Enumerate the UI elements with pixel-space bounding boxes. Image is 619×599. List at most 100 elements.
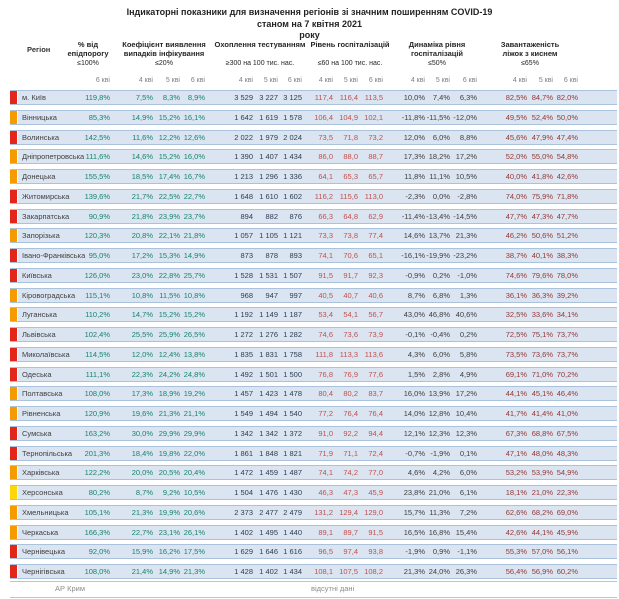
date-label: 4 кві xyxy=(410,77,425,84)
row-filler xyxy=(578,308,617,321)
table-row: Київська 126,0% 23,0% 22,8% 25,7% 1 528 1 531 1… xyxy=(10,267,617,283)
hospitalization-dynamics-value: 46,8% xyxy=(428,310,450,320)
detection-rate-value: 7,5% xyxy=(135,93,153,102)
hospitalization-dynamics-value: 7,4% xyxy=(432,93,450,102)
hospitalization-level-value: 113,6 xyxy=(364,349,383,359)
status-marker xyxy=(10,91,18,104)
detection-rate-value: 22,5% xyxy=(158,191,180,201)
column-header-title: % від епідпорогу xyxy=(67,40,109,58)
epid-threshold-value: 92,0% xyxy=(88,547,110,557)
hospitalization-dynamics-value: 7,2% xyxy=(459,507,477,517)
table-row: Чернівецька 92,0% 15,9% 16,2% 17,5% 1 629 1 64… xyxy=(10,544,617,560)
hospitalization-dynamics-value: 12,0% xyxy=(403,132,425,142)
bed-occupancy-value: 50,0% xyxy=(556,112,578,122)
region-name: Черкаська xyxy=(22,527,59,537)
region-name: Полтавська xyxy=(22,389,63,399)
bed-occupancy-value: 72,5% xyxy=(505,330,527,339)
hospitalization-level-value: 113,0 xyxy=(364,191,383,201)
epid-threshold-value: 110,2% xyxy=(85,310,110,320)
detection-rate-value: 25,7% xyxy=(183,270,205,280)
row-filler xyxy=(578,427,617,440)
hospitalization-level-value: 74,1 xyxy=(318,251,333,260)
detection-rate-value: 19,2% xyxy=(183,389,205,399)
table-row: Миколаївська 114,5% 12,0% 12,4% 13,8% 1 835 1 … xyxy=(10,346,617,362)
detection-rate-value: 21,7% xyxy=(131,191,153,201)
status-marker xyxy=(10,387,18,401)
bed-occupancy-value: 60,2% xyxy=(556,567,578,576)
hospitalization-dynamics-value: 11,3% xyxy=(429,507,450,517)
detection-rate-value: 8,9% xyxy=(187,93,205,102)
hospitalization-dynamics-value: 14,6% xyxy=(403,231,425,241)
regions-table: м. Київ 119,8% 7,5% 8,3% 8,9% 3 529 3 227 3 125… xyxy=(10,90,617,584)
status-marker xyxy=(10,328,18,341)
detection-rate-value: 25,9% xyxy=(158,330,180,339)
bed-occupancy-value: 18,1% xyxy=(505,488,527,497)
status-marker xyxy=(10,209,18,223)
date-label: 6 кві xyxy=(563,77,578,84)
hospitalization-level-value: 89,1 xyxy=(318,527,333,537)
bed-occupancy-value: 73,6% xyxy=(531,349,553,359)
table-row: Хмельницька 105,1% 21,3% 19,9% 20,6% 2 373 2 4… xyxy=(10,504,617,520)
hospitalization-dynamics-value: 40,6% xyxy=(455,310,477,320)
hospitalization-dynamics-value: 11,1% xyxy=(429,172,450,181)
bed-occupancy-value: 44,1% xyxy=(531,527,553,537)
date-label: 5 кві xyxy=(263,77,278,84)
status-marker-cell xyxy=(10,170,18,183)
hospitalization-level-value: 53,4 xyxy=(318,310,333,320)
testing-coverage-value: 1 213 xyxy=(234,172,253,181)
bed-occupancy-value: 55,0% xyxy=(531,152,553,162)
testing-coverage-value: 1 835 xyxy=(234,349,253,359)
bed-occupancy-value: 73,5% xyxy=(505,349,527,359)
status-marker-cell xyxy=(10,189,18,203)
detection-rate-value: 15,2% xyxy=(183,310,205,320)
bed-occupancy-value: 46,2% xyxy=(505,231,527,241)
region-name: Волинська xyxy=(22,132,59,142)
status-marker xyxy=(10,308,18,322)
detection-rate-value: 20,4% xyxy=(183,468,205,478)
hospitalization-dynamics-value: 10,5% xyxy=(455,172,477,181)
hospitalization-level-value: 73,5 xyxy=(318,132,333,142)
testing-coverage-value: 1 457 xyxy=(234,389,253,399)
table-row: м. Київ 119,8% 7,5% 8,3% 8,9% 3 529 3 227 3 125… xyxy=(10,90,617,105)
bed-occupancy-value: 47,7% xyxy=(556,211,578,221)
row-filler xyxy=(578,328,617,341)
epid-threshold-value: 142,5% xyxy=(84,132,110,142)
row-filler xyxy=(578,368,617,381)
status-marker xyxy=(10,347,18,361)
status-marker-cell xyxy=(10,268,18,282)
bed-occupancy-value: 40,0% xyxy=(505,172,527,181)
hospitalization-dynamics-value: 15,7% xyxy=(403,507,425,517)
epid-threshold-value: 80,2% xyxy=(88,488,110,497)
hospitalization-dynamics-value: 16,0% xyxy=(403,389,425,399)
footer-divider-top xyxy=(10,581,617,582)
status-marker-cell xyxy=(10,328,18,341)
hospitalization-dynamics-value: -0,4% xyxy=(430,330,450,339)
row-filler xyxy=(578,407,617,420)
hospitalization-dynamics-value: -0,1% xyxy=(405,330,425,339)
epid-threshold-value: 85,3% xyxy=(88,112,110,122)
hospitalization-level-value: 47,3 xyxy=(343,488,358,497)
testing-coverage-value: 1 848 xyxy=(259,448,278,458)
column-header-limit: ≤60 на 100 тис. нас. xyxy=(317,60,383,67)
hospitalization-dynamics-value: -14,5% xyxy=(453,211,477,221)
region-name: Луганська xyxy=(22,310,57,320)
testing-coverage-value: 1 390 xyxy=(234,152,253,162)
hospitalization-level-value: 77,2 xyxy=(318,409,333,418)
row-filler xyxy=(578,91,617,104)
region-name: Чернівецька xyxy=(22,547,66,557)
row-filler xyxy=(578,190,617,203)
epid-threshold-value: 111,6% xyxy=(85,152,110,162)
bed-occupancy-value: 52,4% xyxy=(531,112,553,122)
hospitalization-level-value: 108,1 xyxy=(314,567,333,576)
detection-rate-value: 10,8% xyxy=(183,290,205,300)
hospitalization-level-value: 116,4 xyxy=(339,93,358,102)
testing-coverage-value: 1 494 xyxy=(259,409,278,418)
bed-occupancy-value: 67,3% xyxy=(505,428,527,438)
hospitalization-dynamics-value: 12,3% xyxy=(455,428,477,438)
table-row: Донецька 155,5% 18,5% 17,4% 16,7% 1 213 1 296 1… xyxy=(10,169,617,184)
detection-rate-value: 23,1% xyxy=(158,527,180,537)
status-marker-cell xyxy=(10,505,18,519)
hospitalization-level-value: 102,1 xyxy=(364,112,383,122)
testing-coverage-value: 1 342 xyxy=(234,428,253,438)
